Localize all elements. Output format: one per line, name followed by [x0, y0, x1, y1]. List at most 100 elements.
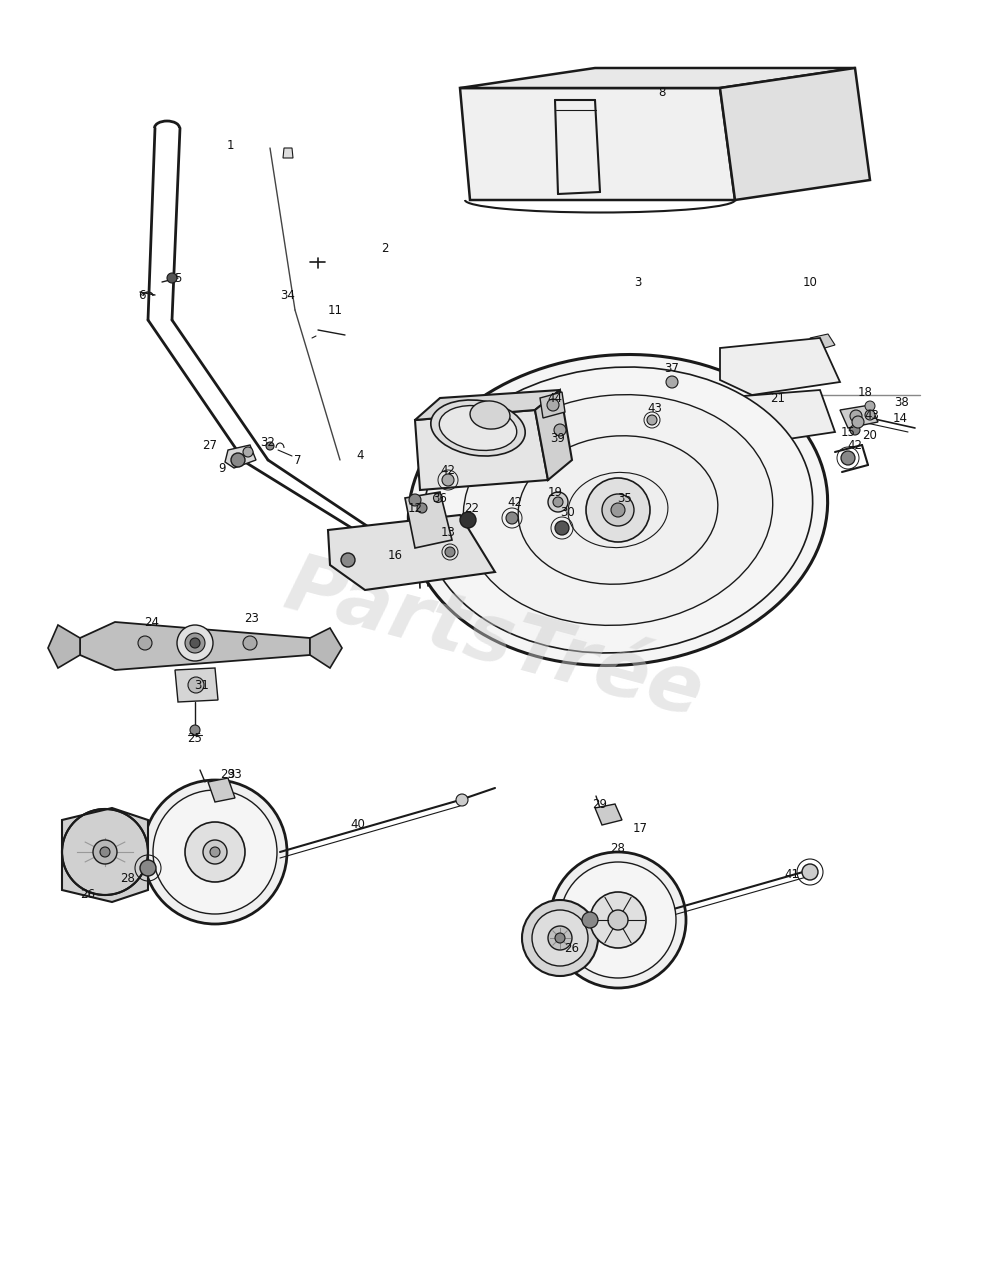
- Text: PartsTrée: PartsTrée: [277, 547, 711, 733]
- Circle shape: [553, 497, 563, 507]
- Circle shape: [442, 474, 454, 486]
- Circle shape: [460, 512, 476, 529]
- Text: 40: 40: [350, 818, 366, 832]
- Circle shape: [266, 442, 274, 451]
- Text: 14: 14: [892, 411, 908, 425]
- Polygon shape: [208, 778, 235, 803]
- Text: 10: 10: [802, 275, 818, 288]
- Text: 32: 32: [260, 435, 276, 448]
- Circle shape: [445, 547, 455, 557]
- Text: 9: 9: [219, 462, 225, 475]
- Text: 28: 28: [610, 841, 625, 855]
- Ellipse shape: [568, 472, 668, 548]
- Ellipse shape: [431, 399, 525, 456]
- Text: 21: 21: [770, 392, 785, 404]
- Text: 20: 20: [862, 429, 877, 442]
- Circle shape: [666, 376, 678, 388]
- Text: 4: 4: [356, 448, 364, 462]
- Circle shape: [506, 512, 518, 524]
- Circle shape: [555, 521, 569, 535]
- Polygon shape: [225, 445, 256, 468]
- Circle shape: [138, 636, 152, 650]
- Circle shape: [560, 861, 676, 978]
- Text: 26: 26: [565, 942, 580, 955]
- Circle shape: [231, 453, 245, 467]
- Text: 29: 29: [592, 799, 607, 812]
- Circle shape: [586, 477, 650, 541]
- Text: 31: 31: [195, 678, 210, 691]
- Text: 33: 33: [227, 768, 242, 782]
- Circle shape: [143, 780, 287, 924]
- Text: 43: 43: [864, 408, 879, 421]
- Circle shape: [532, 910, 588, 966]
- Polygon shape: [48, 625, 80, 668]
- Circle shape: [456, 794, 468, 806]
- Polygon shape: [175, 668, 218, 701]
- Polygon shape: [415, 390, 560, 420]
- Circle shape: [243, 636, 257, 650]
- Circle shape: [243, 447, 253, 457]
- Text: 17: 17: [633, 822, 648, 835]
- Text: 39: 39: [551, 431, 566, 444]
- Text: 5: 5: [174, 271, 182, 284]
- Ellipse shape: [470, 401, 510, 429]
- Circle shape: [188, 677, 204, 692]
- Circle shape: [409, 494, 421, 506]
- Circle shape: [190, 724, 200, 735]
- Text: 3: 3: [634, 275, 642, 288]
- Polygon shape: [595, 804, 622, 826]
- Circle shape: [522, 900, 598, 977]
- Polygon shape: [840, 404, 878, 428]
- Text: 43: 43: [648, 402, 663, 415]
- Circle shape: [210, 847, 220, 858]
- Text: 25: 25: [188, 731, 203, 745]
- Text: 29: 29: [221, 768, 235, 782]
- Polygon shape: [540, 392, 565, 419]
- Text: 19: 19: [548, 485, 563, 498]
- Circle shape: [140, 860, 156, 876]
- Polygon shape: [415, 410, 548, 490]
- Text: 34: 34: [281, 288, 296, 302]
- Circle shape: [582, 911, 598, 928]
- Circle shape: [608, 910, 628, 931]
- Polygon shape: [80, 622, 310, 669]
- Circle shape: [554, 424, 566, 436]
- Text: 23: 23: [244, 612, 259, 625]
- Circle shape: [100, 847, 110, 858]
- Text: 18: 18: [857, 385, 872, 398]
- Circle shape: [590, 892, 646, 948]
- Text: 22: 22: [465, 502, 480, 515]
- Circle shape: [153, 790, 277, 914]
- Circle shape: [850, 410, 862, 422]
- Polygon shape: [283, 148, 293, 157]
- Text: 16: 16: [388, 549, 403, 562]
- Text: 44: 44: [548, 392, 563, 404]
- Circle shape: [177, 625, 213, 660]
- Text: 35: 35: [617, 492, 632, 504]
- Text: 1: 1: [226, 138, 233, 151]
- Ellipse shape: [518, 435, 718, 584]
- Circle shape: [850, 425, 860, 435]
- Text: 2: 2: [381, 242, 389, 255]
- Text: 38: 38: [895, 396, 909, 408]
- Circle shape: [185, 822, 245, 882]
- Circle shape: [550, 852, 686, 988]
- Polygon shape: [535, 390, 572, 480]
- Circle shape: [555, 933, 565, 943]
- Ellipse shape: [463, 394, 772, 626]
- Text: 26: 26: [80, 888, 96, 901]
- Ellipse shape: [408, 355, 828, 666]
- Polygon shape: [810, 334, 835, 349]
- Circle shape: [190, 637, 200, 648]
- Text: 24: 24: [144, 616, 159, 628]
- Text: 11: 11: [327, 303, 342, 316]
- Circle shape: [185, 634, 205, 653]
- Circle shape: [548, 925, 572, 950]
- Text: 41: 41: [784, 869, 799, 882]
- Text: 7: 7: [295, 453, 302, 466]
- Text: 42: 42: [848, 439, 862, 452]
- Text: 8: 8: [659, 86, 666, 99]
- Circle shape: [865, 401, 875, 411]
- Text: 36: 36: [432, 492, 447, 504]
- Circle shape: [548, 492, 568, 512]
